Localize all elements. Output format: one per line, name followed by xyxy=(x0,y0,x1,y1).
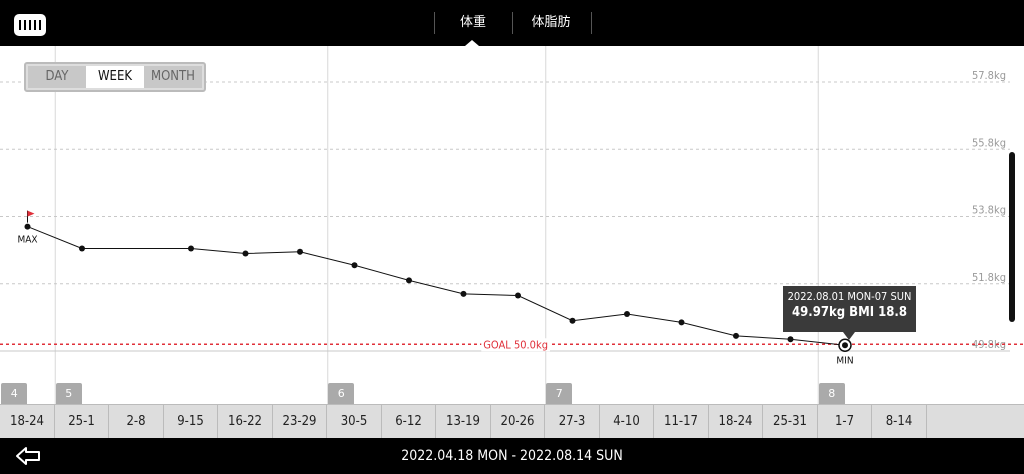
period-week-button[interactable]: WEEK xyxy=(86,66,144,88)
month-tag: 8 xyxy=(818,383,845,404)
week-tick-label[interactable]: 2-8 xyxy=(109,405,164,439)
weight-series-line xyxy=(27,226,846,346)
week-tick-label[interactable]: 30-5 xyxy=(327,405,382,439)
y-tick-label: 57.8kg xyxy=(972,69,1006,82)
week-tick-label[interactable]: 16-22 xyxy=(218,405,273,439)
week-tick-label[interactable]: 25-1 xyxy=(55,405,110,439)
tooltip-value: 49.97kg BMI 18.8 xyxy=(791,305,908,320)
weight-point xyxy=(297,248,303,255)
week-tick-label[interactable]: 6-12 xyxy=(382,405,437,439)
weight-point xyxy=(460,290,467,297)
weight-point xyxy=(351,262,358,269)
month-tag: 5 xyxy=(55,383,82,404)
month-tag: 4 xyxy=(1,383,28,404)
weight-point xyxy=(24,223,31,230)
period-selector: DAY WEEK MONTH xyxy=(24,62,206,92)
top-bar: 体重 体脂肪 xyxy=(0,0,1024,46)
weight-point xyxy=(515,292,521,299)
week-tick-label[interactable]: 18-24 xyxy=(0,405,55,439)
weight-point xyxy=(79,245,85,252)
data-tooltip: 2022.08.01 MON-07 SUN 49.97kg BMI 18.8 xyxy=(783,286,916,332)
tooltip-date: 2022.08.01 MON-07 SUN xyxy=(787,290,912,303)
weight-point xyxy=(678,319,685,326)
goal-label: GOAL 50.0kg xyxy=(483,338,548,351)
month-tag: 6 xyxy=(328,383,355,404)
bottom-bar: 2022.04.18 MON - 2022.08.14 SUN xyxy=(0,438,1024,474)
y-tick-label: 53.8kg xyxy=(972,204,1006,217)
max-label: MAX xyxy=(17,235,37,246)
week-axis: 18-24 25-1 2-8 9-15 16-22 23-29 30-5 6-12 13-19 2… xyxy=(0,404,1024,439)
tab-separator xyxy=(434,12,435,34)
app-logo-icon[interactable] xyxy=(14,14,46,36)
week-tick-label[interactable]: 25-31 xyxy=(763,405,818,439)
week-tick-label[interactable]: 4-10 xyxy=(600,405,655,439)
vertical-scrollbar[interactable] xyxy=(1009,152,1015,322)
weight-point xyxy=(406,277,412,284)
y-tick-label: 55.8kg xyxy=(972,136,1006,149)
tab-body-fat[interactable]: 体脂肪 xyxy=(531,15,571,30)
min-point xyxy=(842,342,848,349)
week-tick-label[interactable]: 23-29 xyxy=(273,405,328,439)
weight-point xyxy=(624,311,630,318)
active-tab-indicator xyxy=(465,40,479,46)
min-label: MIN xyxy=(836,355,853,366)
week-tick-label[interactable]: 11-17 xyxy=(654,405,709,439)
period-day-button[interactable]: DAY xyxy=(28,66,86,88)
weight-point xyxy=(242,250,249,257)
week-tick-label[interactable]: 1-7 xyxy=(818,405,873,439)
weight-chart: 57.8kg 55.8kg 53.8kg 51.8kg 49.8kg GOAL 50.0k… xyxy=(0,46,1024,404)
weight-point xyxy=(188,245,194,252)
y-tick-label: 49.8kg xyxy=(972,338,1006,351)
month-tag: 7 xyxy=(546,383,573,404)
weight-point xyxy=(733,332,739,339)
date-range: 2022.04.18 MON - 2022.08.14 SUN xyxy=(401,448,623,464)
week-tick-label[interactable]: 8-14 xyxy=(872,405,927,439)
week-tick-label[interactable]: 9-15 xyxy=(164,405,219,439)
tooltip-pointer xyxy=(843,332,855,340)
period-month-button[interactable]: MONTH xyxy=(144,66,202,88)
y-tick-label: 51.8kg xyxy=(972,271,1006,284)
tab-separator xyxy=(591,12,592,34)
tab-separator xyxy=(512,12,513,34)
back-arrow-icon[interactable] xyxy=(14,444,42,468)
week-tick-label[interactable]: 20-26 xyxy=(491,405,546,439)
week-tick-label[interactable]: 18-24 xyxy=(709,405,764,439)
weight-point xyxy=(569,317,576,324)
week-tick-label[interactable]: 13-19 xyxy=(436,405,491,439)
tab-weight[interactable]: 体重 xyxy=(459,15,486,30)
weight-point xyxy=(787,336,794,343)
week-tick-label[interactable]: 27-3 xyxy=(545,405,600,439)
max-flag-icon xyxy=(27,210,35,217)
